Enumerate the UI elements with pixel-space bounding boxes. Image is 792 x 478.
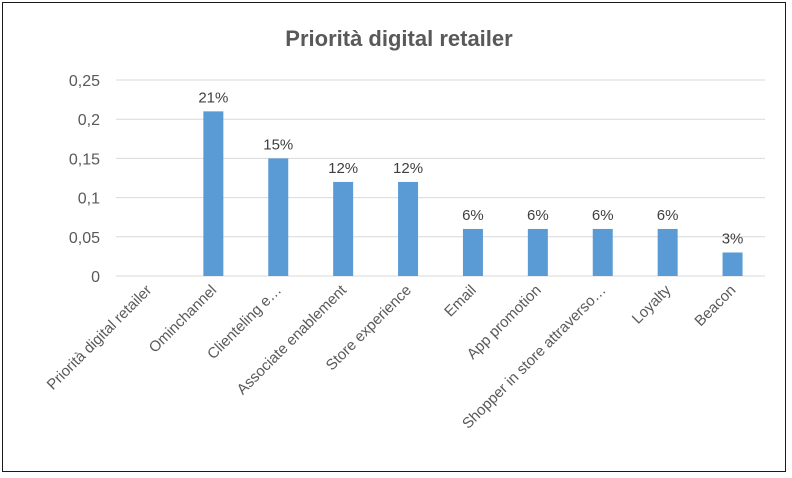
y-tick-label: 0,1 [78, 191, 100, 208]
data-label: 12% [328, 160, 358, 177]
data-labels: 21% 15% 12% 12% 6% 6% 6% 6% 3% [198, 89, 743, 247]
x-axis-categories: Priorità digital retailerOminchannelClie… [44, 281, 740, 432]
chart-title: Priorità digital retailer [285, 26, 513, 51]
data-label: 15% [263, 136, 293, 153]
x-category-label: Associate enablement [234, 281, 351, 398]
data-label: 6% [462, 207, 484, 224]
bar [657, 228, 678, 276]
data-label: 6% [527, 207, 549, 224]
x-category-label: Shopper in store attraverso… [459, 282, 610, 433]
bar [722, 252, 743, 276]
x-category-label: Beacon [691, 282, 739, 330]
y-tick-label: 0,05 [69, 230, 100, 247]
y-tick-label: 0,15 [69, 151, 100, 168]
bar [333, 181, 354, 276]
bar [527, 228, 548, 276]
data-label: 12% [393, 160, 423, 177]
x-category-label: Priorità digital retailer [44, 282, 156, 394]
y-tick-label: 0,25 [69, 73, 100, 90]
y-tick-label: 0,2 [78, 112, 100, 129]
data-label: 6% [592, 207, 614, 224]
y-tick-label: 0 [91, 269, 100, 286]
data-label: 3% [722, 230, 744, 247]
bars [203, 111, 743, 276]
x-category-label: Loyalty [629, 281, 675, 327]
y-axis-ticks: 0 0,05 0,1 0,15 0,2 0,25 [69, 73, 100, 286]
gridlines [116, 79, 765, 277]
bar [268, 158, 289, 276]
bar [203, 111, 224, 276]
bar [398, 181, 419, 276]
chart-frame: Priorità digital retailer 0 0,05 0,1 0,15 0,… [2, 2, 786, 472]
bar [592, 228, 613, 276]
data-label: 21% [198, 89, 228, 106]
bar-chart: Priorità digital retailer 0 0,05 0,1 0,15 0,… [44, 26, 765, 432]
bar [462, 228, 483, 276]
x-category-label: Email [441, 282, 480, 321]
data-label: 6% [657, 207, 679, 224]
